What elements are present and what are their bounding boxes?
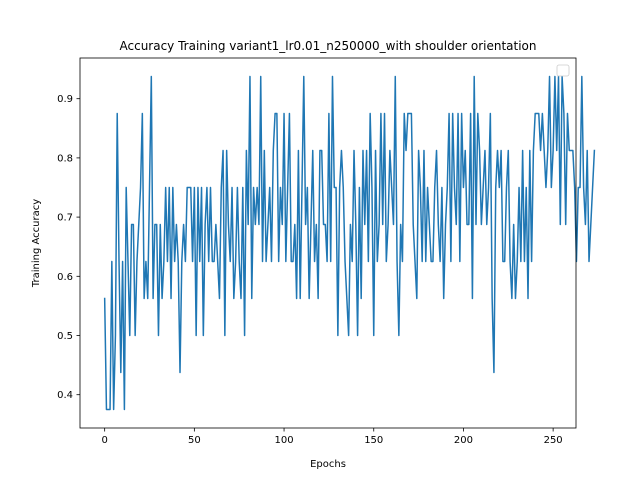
y-tick-label: 0.9 bbox=[57, 94, 73, 105]
series-line bbox=[103, 75, 596, 411]
y-tick-label: 0.5 bbox=[57, 331, 73, 342]
plot-frame bbox=[79, 57, 577, 429]
x-tick-label: 100 bbox=[275, 435, 294, 446]
x-axis: 0 50 100 150 200 250 bbox=[101, 428, 563, 446]
y-axis: 0.4 0.5 0.6 0.7 0.8 0.9 bbox=[57, 94, 80, 401]
legend-box bbox=[556, 64, 570, 77]
x-tick-label: 50 bbox=[188, 435, 201, 446]
y-axis-label: Training Accuracy bbox=[31, 199, 42, 288]
y-tick-label: 0.8 bbox=[57, 153, 73, 164]
y-tick-label: 0.7 bbox=[57, 213, 73, 224]
x-axis-label: Epochs bbox=[310, 459, 346, 470]
y-tick-label: 0.4 bbox=[57, 390, 73, 401]
y-tick-label: 0.6 bbox=[57, 272, 73, 283]
x-tick-label: 200 bbox=[454, 435, 473, 446]
chart-title: Accuracy Training variant1_lr0.01_n25000… bbox=[120, 39, 537, 53]
x-tick-label: 150 bbox=[364, 435, 383, 446]
x-tick-label: 0 bbox=[101, 435, 107, 446]
x-tick-label: 250 bbox=[544, 435, 563, 446]
